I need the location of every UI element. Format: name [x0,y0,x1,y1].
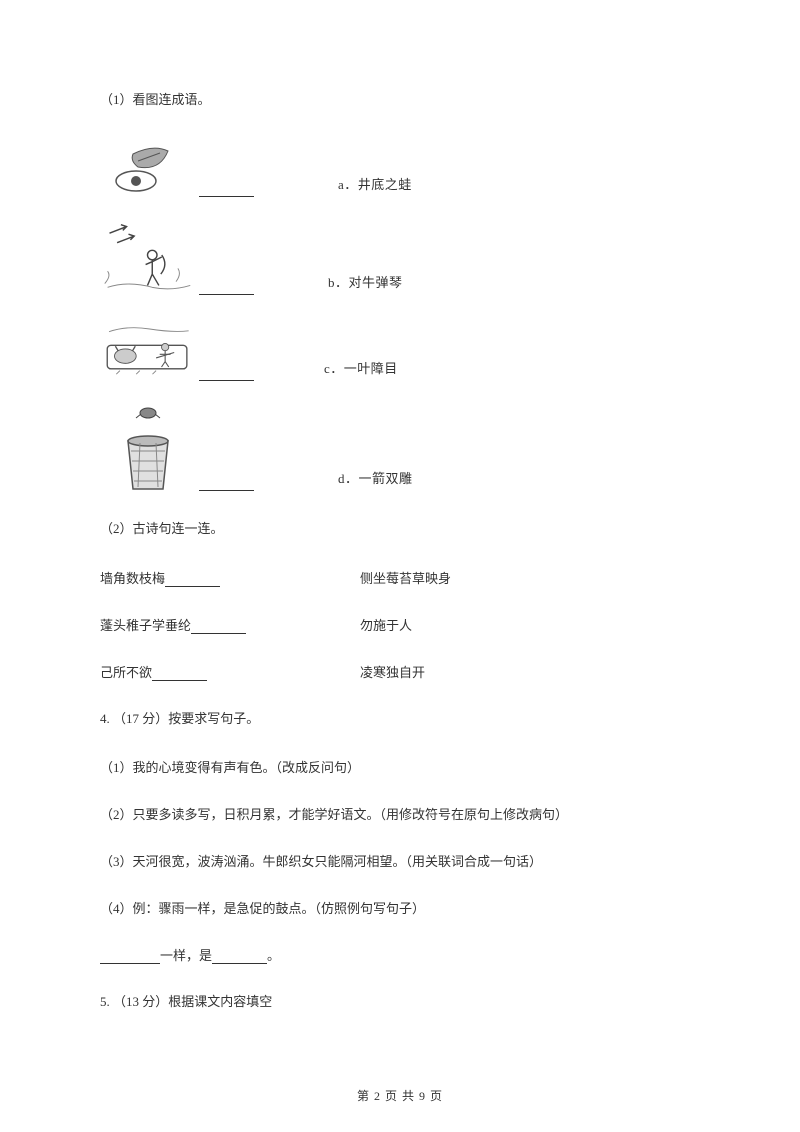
blank-3[interactable] [199,367,254,381]
question-2-title: （2）古诗句连一连。 [100,519,700,540]
q4-fill-line: 一样，是 。 [100,945,700,964]
poem-pair-2: 蓬头稚子学垂纶 勿施于人 [100,615,700,634]
poem-blank-1[interactable] [165,573,220,587]
option-b: b．对牛弹琴 [328,272,403,295]
poem-left-2: 蓬头稚子学垂纶 [100,618,191,633]
image-well-frog [100,401,195,491]
blank-4[interactable] [199,477,254,491]
question-4-title: 4. （17 分）按要求写句子。 [100,709,700,730]
fill-blank-1[interactable] [100,950,160,964]
q4-sub-1: （1）我的心境变得有声有色。（改成反问句） [100,757,700,776]
fill-mid: 一样，是 [160,948,212,963]
blank-2[interactable] [199,281,254,295]
poem-pair-3: 己所不欲 凌寒独自开 [100,662,700,681]
q4-sub-4: （4）例：骤雨一样，是急促的鼓点。（仿照例句写句子） [100,898,700,917]
blank-1[interactable] [199,183,254,197]
poem-left-3: 己所不欲 [100,665,152,680]
poem-blank-2[interactable] [191,620,246,634]
match-row-4: d．一箭双雕 [100,401,700,491]
q4-sub-2: （2）只要多读多写，日积月累，才能学好语文。（用修改符号在原句上修改病句） [100,804,700,823]
poem-right-3: 凌寒独自开 [360,662,700,681]
option-d: d．一箭双雕 [338,468,413,491]
option-c: c．一叶障目 [324,358,398,381]
image-archer [100,217,195,295]
fill-blank-2[interactable] [212,950,267,964]
poem-right-2: 勿施于人 [360,615,700,634]
poem-pair-1: 墙角数枝梅 侧坐莓苔草映身 [100,568,700,587]
question-5-title: 5. （13 分）根据课文内容填空 [100,992,700,1013]
match-row-3: c．一叶障目 [100,315,700,381]
option-a: a．井底之蛙 [338,174,412,197]
image-cow-musician [100,315,195,381]
match-row-2: b．对牛弹琴 [100,217,700,295]
poem-right-1: 侧坐莓苔草映身 [360,568,700,587]
page-footer: 第 2 页 共 9 页 [0,1087,800,1104]
poem-left-1: 墙角数枝梅 [100,571,165,586]
image-leaf-eye [100,139,195,197]
poem-blank-3[interactable] [152,667,207,681]
fill-suffix: 。 [267,948,280,963]
q4-sub-3: （3）天河很宽，波涛汹涌。牛郎织女只能隔河相望。（用关联词合成一句话） [100,851,700,870]
question-1-title: （1）看图连成语。 [100,90,700,111]
match-row-1: a．井底之蛙 [100,139,700,197]
